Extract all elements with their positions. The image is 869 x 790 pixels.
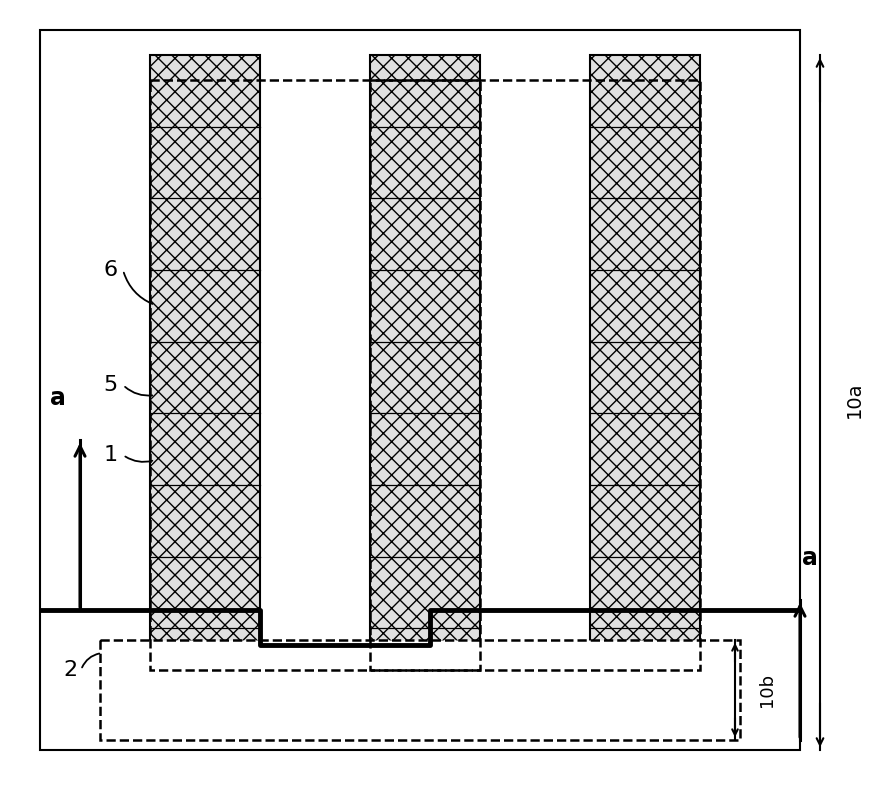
Bar [100, 640, 740, 740]
Bar [149, 55, 260, 700]
Text: 10a: 10a [844, 382, 863, 418]
Text: 10b: 10b [757, 673, 775, 707]
Bar [149, 80, 480, 670]
Text: a: a [801, 546, 817, 570]
Text: 6: 6 [103, 260, 118, 280]
Text: 1: 1 [103, 445, 118, 465]
Bar [40, 30, 799, 750]
Bar [369, 55, 480, 700]
Text: 5: 5 [103, 375, 118, 395]
Bar [589, 55, 700, 700]
Text: 2: 2 [63, 660, 78, 680]
Bar [369, 80, 700, 670]
Text: a: a [50, 386, 66, 410]
